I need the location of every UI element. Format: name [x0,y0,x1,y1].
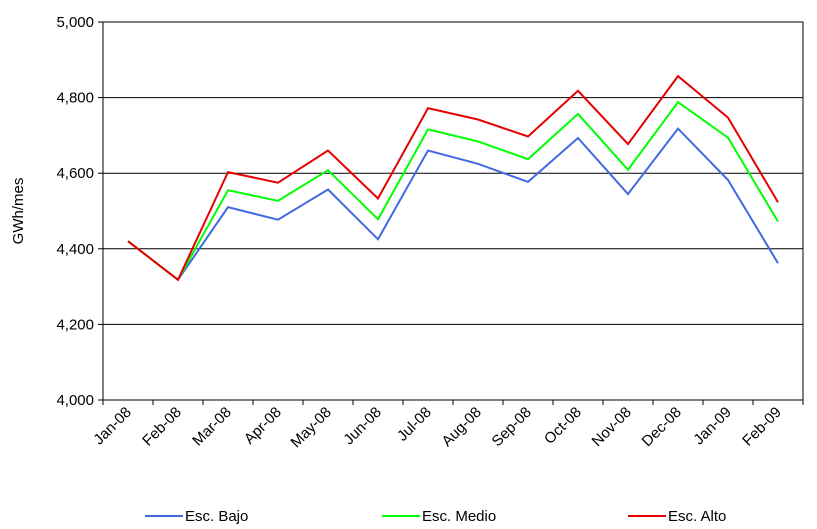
y-tick-label: 4,400 [56,241,94,258]
x-tick-label: Nov-08 [589,404,635,450]
x-tick-label: Dec-08 [639,404,685,450]
gridlines [103,97,803,325]
x-tick-label: Aug-08 [439,404,485,450]
x-tick-label: Feb-08 [139,404,185,450]
x-tick-label: Jul-08 [394,404,435,445]
y-tick-label: 4,600 [56,165,94,182]
x-tick-label: Mar-08 [189,404,235,450]
x-tick-label: Feb-09 [739,404,785,450]
legend-label: Esc. Alto [668,508,726,525]
y-tick-label: 4,000 [56,392,94,409]
y-axis-title: GWh/mes [10,178,27,245]
plot-area-border [102,21,804,401]
x-tick-label: Jun-08 [340,404,384,448]
x-tick-label: Sep-08 [489,404,535,450]
x-tick-label: Oct-08 [541,404,585,448]
series-line-esc-medio [127,100,779,282]
y-tick-label: 4,800 [56,90,94,107]
legend: Esc. Bajo Esc. Medio Esc. Alto [145,508,726,525]
x-tick-label: Apr-08 [241,404,285,448]
x-axis: Jan-08 Feb-08 Mar-08 Apr-08 May-08 Jun-08 Jul-… [90,400,804,451]
series-lines [127,74,779,282]
series-line-esc-alto [127,74,779,282]
x-tick-label: Jan-08 [90,404,134,448]
series-line-esc-bajo [127,127,779,282]
legend-label: Esc. Medio [422,508,496,525]
y-axis: 4,000 4,200 4,400 4,600 4,800 5,000 [56,14,103,409]
y-tick-label: 4,200 [56,316,94,333]
x-tick-label: Jan-09 [690,404,734,448]
y-tick-label: 5,000 [56,14,94,31]
x-tick-label: May-08 [287,404,334,451]
legend-label: Esc. Bajo [185,508,248,525]
